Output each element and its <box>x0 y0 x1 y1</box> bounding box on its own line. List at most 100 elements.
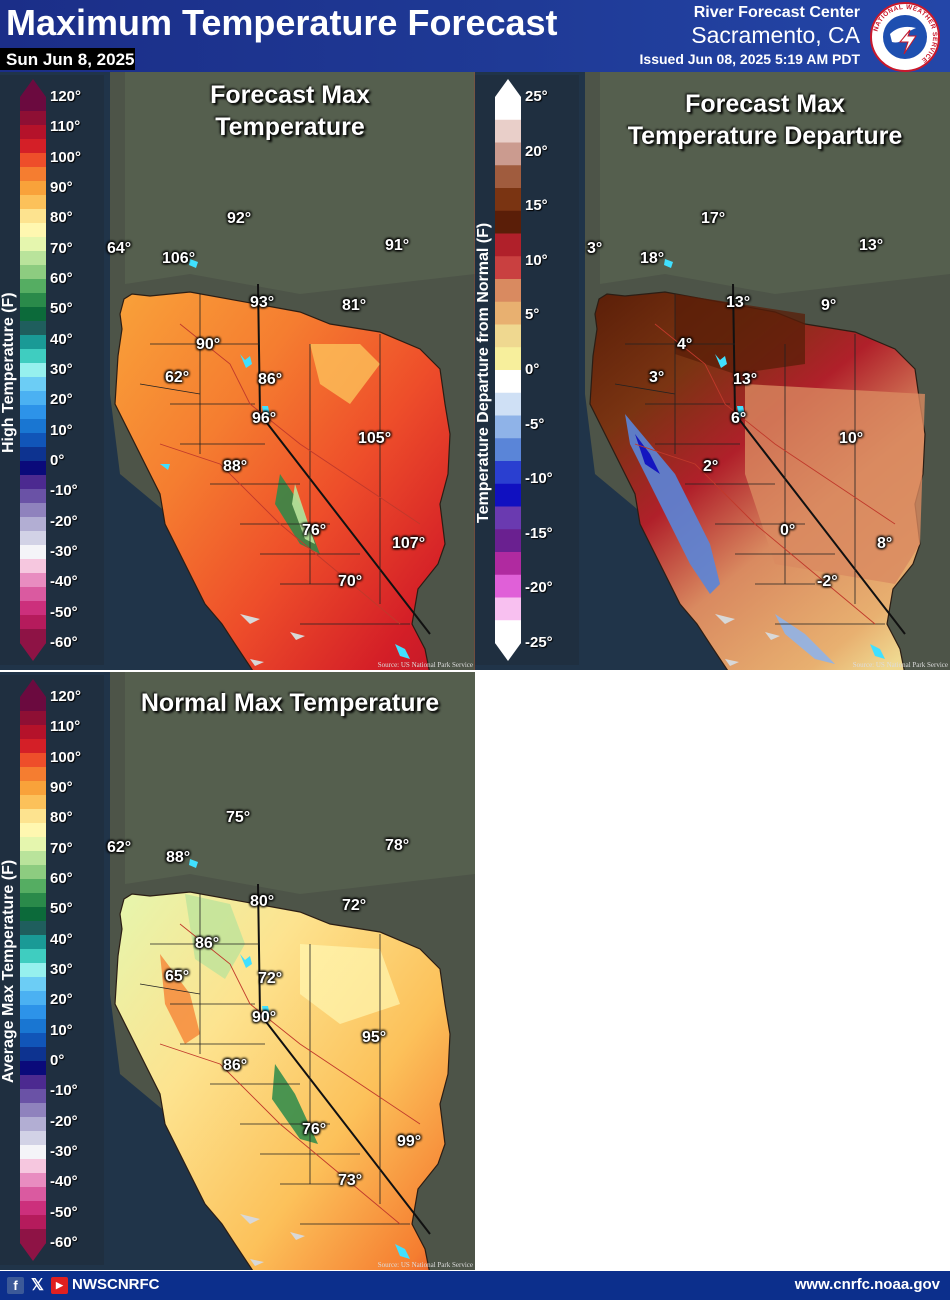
colorbar-swatch <box>20 97 46 112</box>
colorbar-swatch <box>20 753 46 768</box>
departure-label: 0° <box>780 522 796 539</box>
normal-temp-label: 76° <box>302 1121 327 1138</box>
legend-tick-label: 110° <box>50 718 81 736</box>
x-icon[interactable]: 𝕏 <box>31 1277 44 1294</box>
legend-tick-label: 120° <box>50 688 82 705</box>
youtube-icon[interactable]: ▶ <box>51 1277 68 1294</box>
colorbar-swatch <box>20 629 46 644</box>
page-title: Maximum Temperature Forecast <box>6 2 558 43</box>
departure-label: 13° <box>726 294 751 311</box>
colorbar-swatch <box>20 559 46 574</box>
colorbar-swatch <box>495 233 521 257</box>
legend-tick-label: 90° <box>50 179 73 196</box>
forecast-temp-label: 106° <box>162 250 196 267</box>
departure-legend-title: Temperature Departure from Normal (F) <box>475 222 492 523</box>
date-bar <box>0 48 135 70</box>
colorbar-bottom-arrow <box>20 643 46 661</box>
legend-tick-label: -10° <box>50 1082 78 1100</box>
normal-temp-label: 62° <box>107 839 132 856</box>
colorbar-swatch <box>495 438 521 462</box>
colorbar-bottom-arrow <box>495 643 521 661</box>
colorbar-swatch <box>20 977 46 992</box>
colorbar-swatch <box>20 391 46 406</box>
office-location: Sacramento, CA <box>691 22 860 48</box>
colorbar-swatch <box>20 167 46 182</box>
colorbar-swatch <box>20 209 46 224</box>
legend-tick-label: 90° <box>50 779 73 796</box>
legend-tick-label: -60° <box>50 634 78 651</box>
legend-tick-label: 50° <box>50 900 73 918</box>
legend-tick-label: -10° <box>50 482 78 500</box>
colorbar-swatch <box>20 1159 46 1174</box>
forecast-date: Sun Jun 8, 2025 <box>6 50 135 69</box>
normal-panel-title: Normal Max Temperature <box>140 689 440 717</box>
colorbar-swatch <box>20 767 46 782</box>
colorbar-swatch <box>20 1089 46 1104</box>
legend-tick-label: -50° <box>50 603 78 621</box>
issued-time: Issued Jun 08, 2025 5:19 AM PDT <box>639 51 860 67</box>
colorbar-swatch <box>20 601 46 616</box>
colorbar-swatch <box>20 293 46 308</box>
legend-tick-label: 100° <box>50 148 82 166</box>
normal-temp-label: 90° <box>252 1009 277 1026</box>
colorbar-swatch <box>20 307 46 322</box>
colorbar-swatch <box>20 879 46 894</box>
colorbar-swatch <box>20 615 46 630</box>
colorbar-top-arrow <box>20 679 46 697</box>
colorbar-swatch <box>495 552 521 576</box>
forecast-temp-label: 64° <box>107 240 132 257</box>
colorbar-swatch <box>20 949 46 964</box>
colorbar-swatch <box>495 324 521 348</box>
colorbar-swatch <box>495 279 521 303</box>
legend-tick-label: 70° <box>50 839 73 857</box>
legend-tick-label: 60° <box>50 870 73 887</box>
legend-tick-label: 25° <box>525 88 548 105</box>
forecast-temp-label: 90° <box>196 336 221 353</box>
legend-tick-label: 40° <box>50 330 73 348</box>
legend-tick-label: 20° <box>50 991 73 1009</box>
colorbar-swatch <box>20 739 46 754</box>
colorbar-swatch <box>20 279 46 294</box>
website-link[interactable]: www.cnrfc.noaa.gov <box>794 1276 940 1293</box>
colorbar-swatch <box>20 1117 46 1132</box>
colorbar-swatch <box>20 251 46 266</box>
colorbar-swatch <box>20 1019 46 1034</box>
colorbar-swatch <box>20 139 46 154</box>
colorbar-swatch <box>495 347 521 371</box>
colorbar-swatch <box>20 711 46 726</box>
colorbar-swatch <box>20 489 46 504</box>
legend-tick-label: -30° <box>50 543 78 560</box>
colorbar-swatch <box>495 461 521 485</box>
legend-tick-label: 20° <box>50 391 73 409</box>
colorbar-swatch <box>20 1145 46 1160</box>
colorbar-swatch <box>495 210 521 234</box>
departure-label: 9° <box>821 297 837 314</box>
legend-tick-label: 30° <box>50 361 73 378</box>
normal-temp-label: 73° <box>338 1172 363 1189</box>
nws-logo: NATIONAL WEATHER SERVICE <box>870 2 940 72</box>
forecast-panel-title-line2: Temperature <box>215 113 365 141</box>
legend-tick-label: -20° <box>50 1112 78 1130</box>
colorbar-swatch <box>20 587 46 602</box>
colorbar-swatch <box>495 506 521 530</box>
colorbar-swatch <box>495 620 521 644</box>
colorbar-swatch <box>20 1005 46 1020</box>
colorbar-swatch <box>495 188 521 212</box>
colorbar-swatch <box>20 265 46 280</box>
colorbar-swatch <box>20 1103 46 1118</box>
legend-tick-label: -20° <box>525 579 553 597</box>
departure-label: -2° <box>817 573 838 590</box>
legend-tick-label: 15° <box>525 197 548 215</box>
social-handle[interactable]: NWSCNRFC <box>72 1276 160 1293</box>
forecast-temp-label: 107° <box>392 535 426 552</box>
colorbar-swatch <box>20 1061 46 1076</box>
departure-label: 17° <box>701 210 726 227</box>
forecast-temp-label: 81° <box>342 297 367 314</box>
colorbar-swatch <box>20 573 46 588</box>
departure-label: 10° <box>839 430 864 447</box>
forecast-temp-label: 91° <box>385 237 410 254</box>
colorbar-swatch <box>20 181 46 196</box>
facebook-icon[interactable]: f <box>7 1277 24 1294</box>
legend-tick-label: 0° <box>50 452 65 469</box>
colorbar-swatch <box>20 1215 46 1230</box>
